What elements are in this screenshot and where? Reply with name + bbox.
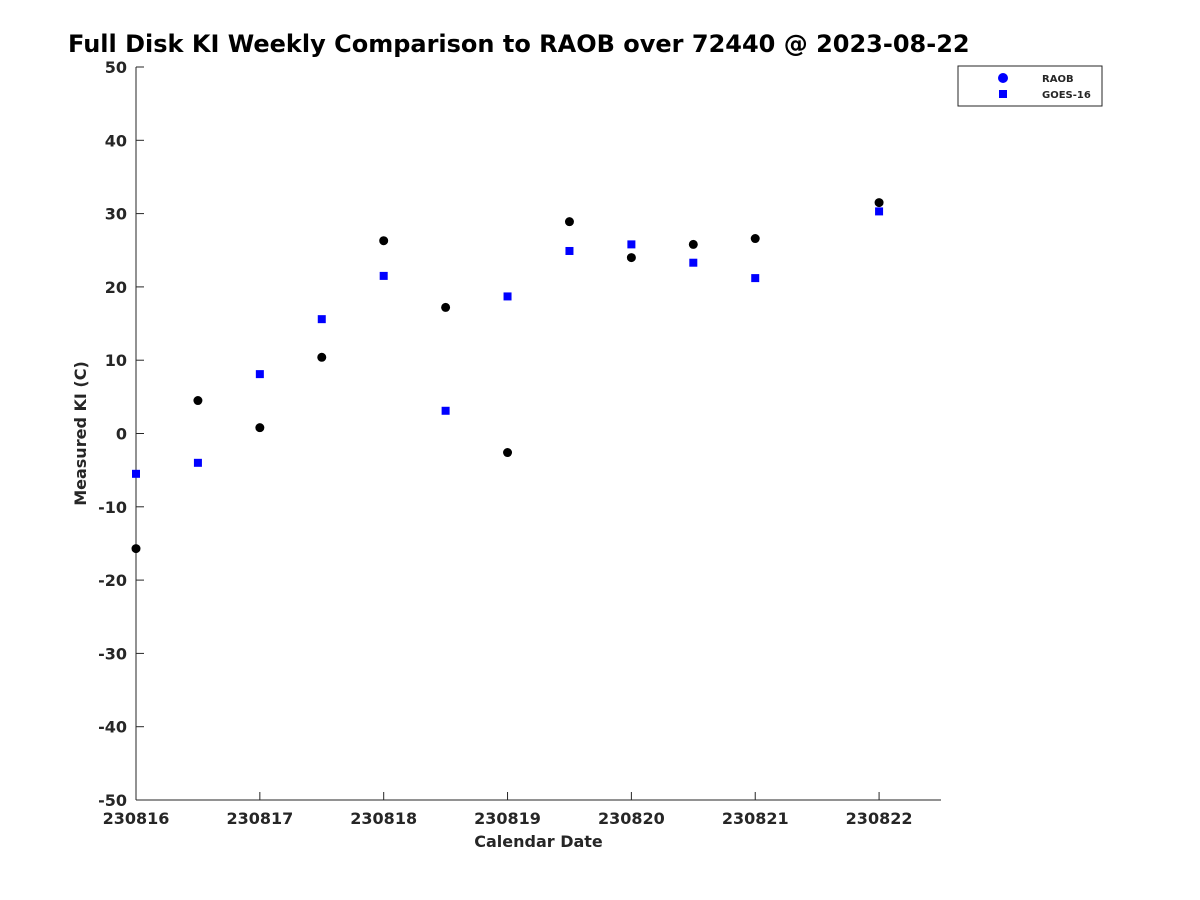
- x-ticks: 230816 230817 230818 230819 230820 230821 2308…: [103, 792, 913, 828]
- goes-16-point: [379, 271, 388, 280]
- y-tick-label: 30: [105, 205, 127, 224]
- y-tick-label: 20: [105, 278, 127, 297]
- y-tick-label: 50: [105, 58, 127, 77]
- raob-point: [626, 253, 636, 263]
- goes-16-point: [689, 258, 698, 267]
- axes: [135, 67, 941, 801]
- raob-point: [564, 217, 574, 227]
- goes-16-point: [441, 406, 450, 415]
- y-tick-label: 40: [105, 131, 127, 150]
- raob-point: [750, 234, 760, 244]
- raob-point: [379, 236, 389, 246]
- goes-16-point: [193, 458, 202, 467]
- goes-16-point: [317, 315, 326, 324]
- raob-point: [193, 396, 203, 406]
- y-tick-label: -20: [98, 571, 127, 590]
- goes-16-point: [503, 292, 512, 301]
- legend-label-goes-16: GOES-16: [1042, 90, 1091, 101]
- x-axis-title: Calendar Date: [474, 832, 603, 851]
- legend-marker-goes-16: [999, 90, 1007, 98]
- x-tick-label: 230821: [722, 809, 789, 828]
- y-tick-label: 10: [105, 351, 127, 370]
- goes-16-point: [132, 469, 140, 478]
- data-marks: [131, 198, 884, 554]
- x-tick-label: 230816: [103, 809, 170, 828]
- x-tick-label: 230817: [226, 809, 293, 828]
- x-tick-label: 230820: [598, 809, 665, 828]
- y-tick-label: -30: [98, 644, 127, 663]
- goes-16-point: [751, 274, 760, 283]
- raob-point: [131, 544, 141, 554]
- legend: RAOB GOES-16: [957, 65, 1103, 107]
- goes-16-point: [255, 370, 264, 379]
- raob-point: [688, 239, 698, 249]
- goes-16-point: [875, 207, 884, 216]
- y-tick-label: 0: [116, 425, 127, 444]
- y-tick-label: -40: [98, 718, 127, 737]
- y-axis-title: Measured KI (C): [71, 361, 90, 506]
- raob-point: [874, 198, 884, 208]
- x-tick-label: 230822: [846, 809, 913, 828]
- x-tick-label: 230819: [474, 809, 541, 828]
- raob-point: [255, 423, 265, 433]
- y-ticks: 50 40 30 20 10 0 -10 -20 -30 -40 -50: [98, 58, 144, 810]
- raob-point: [441, 302, 451, 312]
- raob-point: [503, 448, 513, 458]
- x-tick-label: 230818: [350, 809, 417, 828]
- legend-box: [957, 65, 1103, 107]
- y-tick-label: -50: [98, 791, 127, 810]
- y-tick-label: -10: [98, 498, 127, 517]
- goes-16-point: [565, 246, 574, 255]
- legend-marker-raob: [998, 73, 1008, 83]
- goes-16-point: [627, 240, 636, 249]
- legend-label-raob: RAOB: [1042, 74, 1074, 85]
- raob-point: [317, 352, 327, 362]
- chart-title: Full Disk KI Weekly Comparison to RAOB o…: [68, 30, 970, 58]
